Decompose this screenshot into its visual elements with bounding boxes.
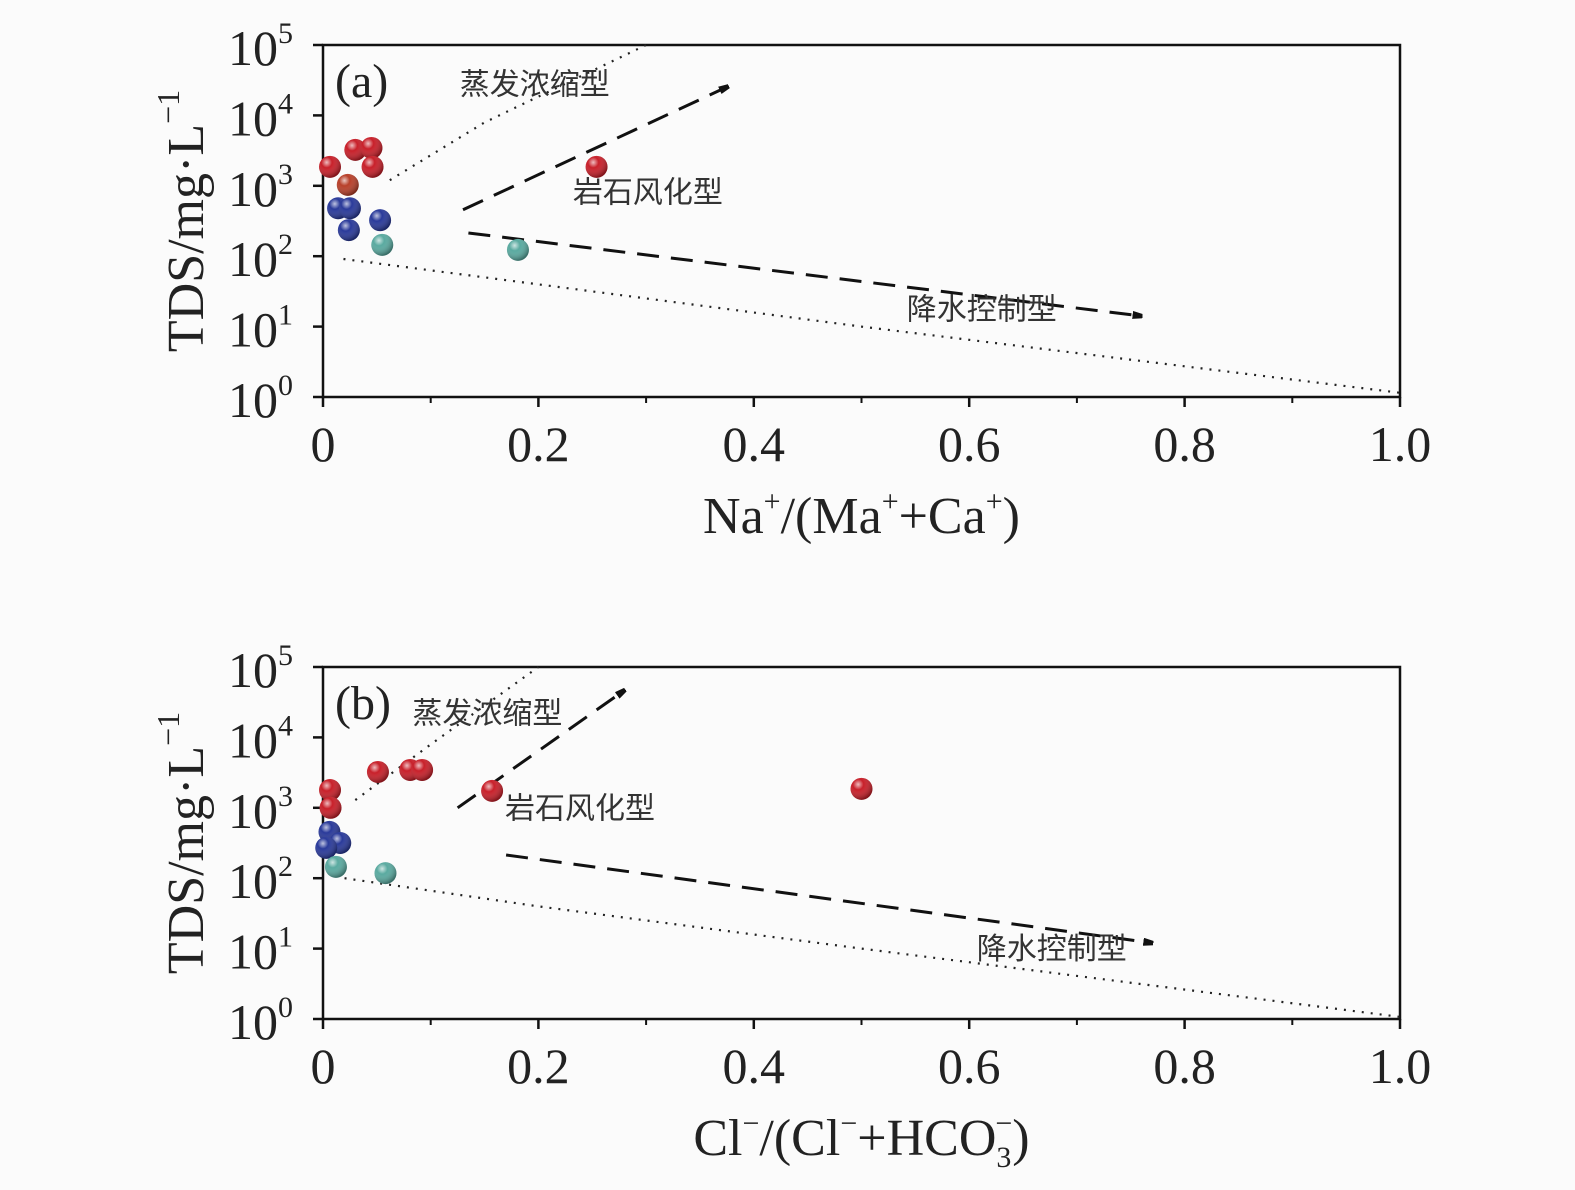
y-tick-label: 105 bbox=[228, 639, 293, 698]
gibbs-boundary-lower bbox=[344, 877, 1401, 1018]
y-tick-label: 102 bbox=[228, 850, 293, 909]
y-tick-label: 104 bbox=[228, 87, 293, 146]
panel-b: 0 0.2 0.4 0.6 0.8 1.0 100 101 102 103 104 105TDS/mg… bbox=[150, 639, 1431, 1174]
y-tick-label: 101 bbox=[228, 299, 293, 358]
x-tick-label: 0.4 bbox=[723, 1038, 786, 1094]
data-point-red bbox=[319, 796, 342, 819]
y-tick-label: 104 bbox=[228, 709, 293, 768]
region-annotation: 蒸发浓缩型 bbox=[412, 696, 562, 731]
region-annotation: 蒸发浓缩型 bbox=[460, 67, 610, 102]
data-point-blue bbox=[337, 219, 360, 242]
gibbs-boundary-upper bbox=[389, 44, 647, 182]
data-point-teal bbox=[506, 238, 529, 261]
y-axis-label: TDS/mg·L−1 bbox=[150, 712, 215, 974]
y-tick-label: 100 bbox=[228, 991, 293, 1050]
x-tick-label: 0 bbox=[311, 416, 336, 472]
data-point-red bbox=[361, 155, 384, 178]
trend-arrow bbox=[505, 853, 1152, 943]
data-point-red bbox=[411, 758, 434, 781]
x-tick-label: 0 bbox=[311, 1038, 336, 1094]
data-point-orange-red bbox=[336, 173, 359, 196]
x-tick-label: 0.2 bbox=[507, 416, 570, 472]
y-axis-label: TDS/mg·L−1 bbox=[150, 90, 215, 352]
data-point-red bbox=[850, 777, 873, 800]
region-annotation: 降水控制型 bbox=[907, 293, 1057, 328]
x-tick-label: 0.6 bbox=[938, 1038, 1001, 1094]
trend-arrow bbox=[462, 87, 728, 212]
data-point-blue bbox=[369, 209, 392, 232]
data-point-red bbox=[319, 155, 342, 178]
region-annotation: 岩石风化型 bbox=[505, 791, 655, 826]
x-tick-label: 0.4 bbox=[723, 416, 786, 472]
y-tick-label: 101 bbox=[228, 921, 293, 980]
y-tick-label: 103 bbox=[228, 158, 293, 217]
x-axis-label: Na+/(Ma++Ca+) bbox=[703, 485, 1020, 545]
data-point-red bbox=[344, 138, 367, 161]
panel-label: (a) bbox=[335, 55, 388, 108]
data-point-red bbox=[481, 779, 504, 802]
x-axis-label: Cl−/(Cl−+HCO3−) bbox=[693, 1107, 1029, 1174]
x-tick-label: 1.0 bbox=[1369, 416, 1432, 472]
data-point-red bbox=[360, 136, 383, 159]
x-tick-label: 0.6 bbox=[938, 416, 1001, 472]
data-point-red bbox=[585, 155, 608, 178]
region-annotation: 岩石风化型 bbox=[573, 176, 723, 211]
y-tick-label: 105 bbox=[228, 17, 293, 76]
x-tick-label: 0.8 bbox=[1153, 416, 1216, 472]
data-point-red bbox=[319, 778, 342, 801]
panel-label: (b) bbox=[335, 677, 391, 730]
x-tick-label: 0.2 bbox=[507, 1038, 570, 1094]
gibbs-boundary-lower bbox=[343, 257, 1401, 394]
data-point-blue bbox=[338, 197, 361, 220]
data-point-red bbox=[366, 760, 389, 783]
region-annotation: 降水控制型 bbox=[977, 932, 1127, 967]
trend-arrow bbox=[468, 231, 1141, 316]
panel-a: 0 0.2 0.4 0.6 0.8 1.0 100 101 102 103 104 105TDS/mg… bbox=[150, 17, 1431, 545]
data-point-blue bbox=[315, 836, 338, 859]
y-tick-label: 100 bbox=[228, 369, 293, 428]
x-tick-label: 1.0 bbox=[1369, 1038, 1432, 1094]
x-tick-label: 0.8 bbox=[1153, 1038, 1216, 1094]
y-tick-label: 103 bbox=[228, 780, 293, 839]
y-tick-label: 102 bbox=[228, 228, 293, 287]
data-point-teal bbox=[371, 233, 394, 256]
data-point-teal bbox=[374, 862, 397, 885]
data-point-teal bbox=[324, 855, 347, 878]
